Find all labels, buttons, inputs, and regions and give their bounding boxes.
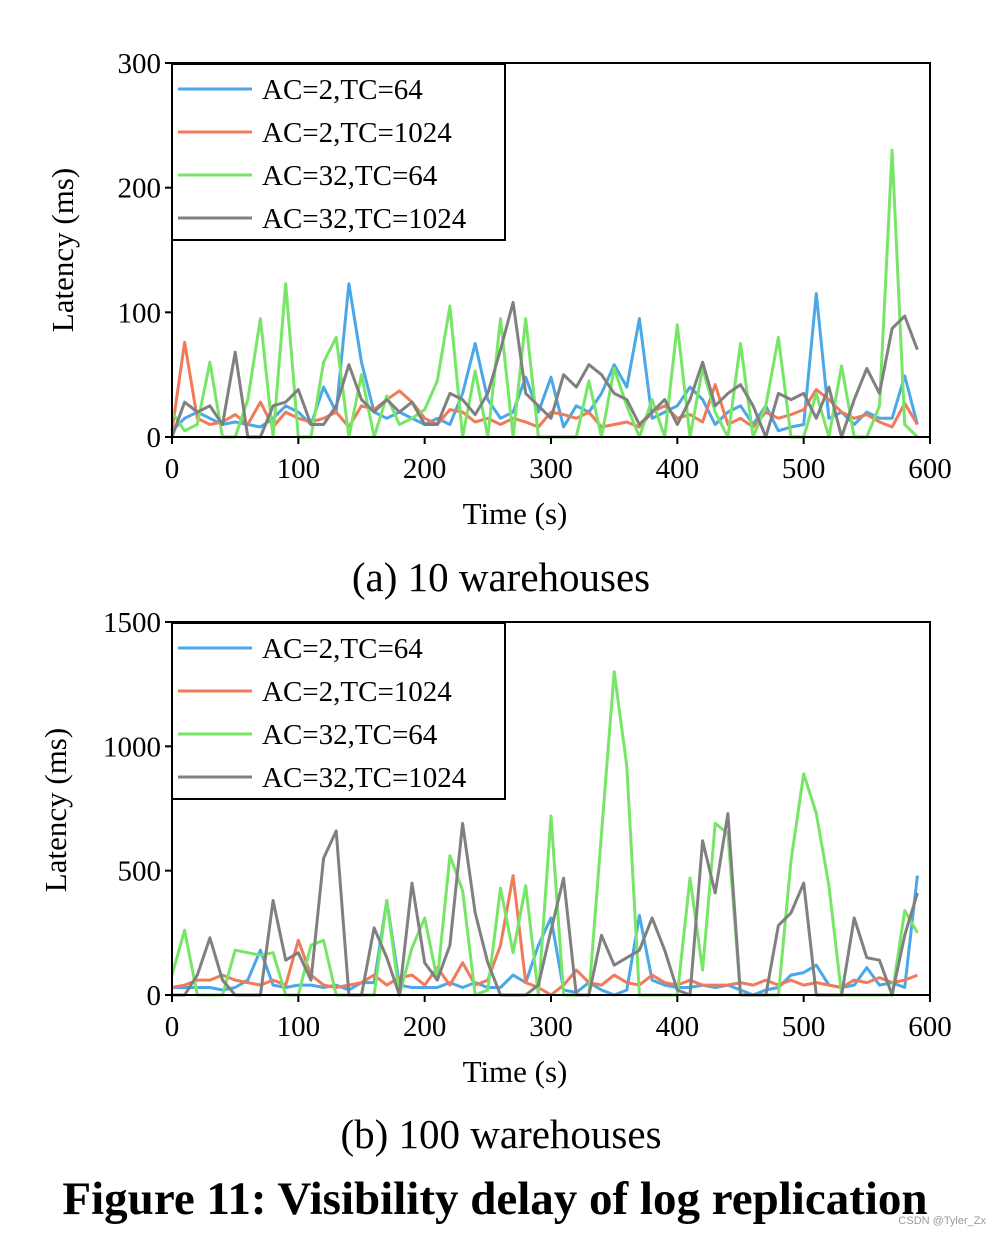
y-tick-label: 200: [118, 173, 162, 205]
chart-caption: (a) 10 warehouses: [352, 554, 650, 600]
x-tick-label: 400: [656, 1011, 700, 1043]
legend-entry-label: AC=32,TC=64: [262, 719, 438, 751]
axes: 0 100 200 300 400 500 600 0 100 200 300: [118, 48, 952, 485]
legend-entry-label: AC=2,TC=64: [262, 74, 423, 106]
x-tick-label: 100: [277, 453, 321, 485]
legend: AC=2,TC=64 AC=2,TC=1024 AC=32,TC=64 AC=32,T…: [171, 63, 506, 241]
x-tick-label: 100: [277, 1011, 321, 1043]
series-line-1: [172, 875, 919, 997]
legend-entry-label: AC=2,TC=1024: [262, 676, 452, 708]
x-tick-label: 200: [403, 1011, 447, 1043]
legend-entry-label: AC=2,TC=64: [262, 633, 423, 665]
legend-entry-label: AC=32,TC=1024: [262, 762, 467, 794]
legend-entry-label: AC=2,TC=1024: [262, 117, 452, 149]
x-tick-label: 600: [908, 1011, 952, 1043]
y-axis-label: Latency (ms): [38, 728, 73, 892]
x-tick-label: 500: [782, 1011, 826, 1043]
y-tick-label: 1000: [103, 731, 161, 763]
x-tick-label: 0: [165, 1011, 180, 1043]
legend-entry-label: AC=32,TC=1024: [262, 203, 467, 235]
chart-caption: (b) 100 warehouses: [340, 1111, 661, 1157]
y-tick-label: 0: [147, 980, 162, 1012]
y-tick-label: 500: [118, 856, 162, 888]
series-line-2: [171, 874, 918, 997]
series-line-4: [172, 812, 919, 997]
x-tick-label: 0: [165, 453, 180, 485]
legend-entry-label: AC=32,TC=64: [262, 160, 438, 192]
y-tick-label: 100: [118, 297, 162, 329]
x-tick-label: 400: [656, 453, 700, 485]
legend-box: [171, 63, 506, 241]
y-tick-label: 1500: [103, 607, 161, 639]
series-line-4: [170, 300, 919, 439]
x-axis-label: Time (s): [463, 1054, 568, 1089]
y-axis-label: Latency (ms): [45, 168, 80, 332]
x-tick-label: 300: [529, 453, 573, 485]
chart-panel-b: 0 100 200 300 400 500 600 0 500 1000 1500 AC=2,TC=…: [38, 607, 952, 1157]
legend-box: [171, 622, 506, 800]
watermark: CSDN @Tyler_Zx: [898, 1215, 986, 1227]
x-axis-label: Time (s): [463, 496, 568, 531]
y-tick-label: 300: [118, 48, 162, 80]
x-tick-label: 500: [782, 453, 826, 485]
x-tick-label: 300: [529, 1011, 573, 1043]
legend: AC=2,TC=64 AC=2,TC=1024 AC=32,TC=64 AC=32,T…: [171, 622, 506, 800]
x-tick-label: 200: [403, 453, 447, 485]
chart-panel-a: 0 100 200 300 400 500 600 0 100 200 300 AC=2,TC=64…: [45, 48, 952, 600]
x-tick-label: 600: [908, 453, 952, 485]
axes: 0 100 200 300 400 500 600 0 500 1000 1500: [103, 607, 952, 1043]
figure-title: Figure 11: Visibility delay of log repli…: [62, 1173, 927, 1225]
y-tick-label: 0: [147, 422, 162, 454]
